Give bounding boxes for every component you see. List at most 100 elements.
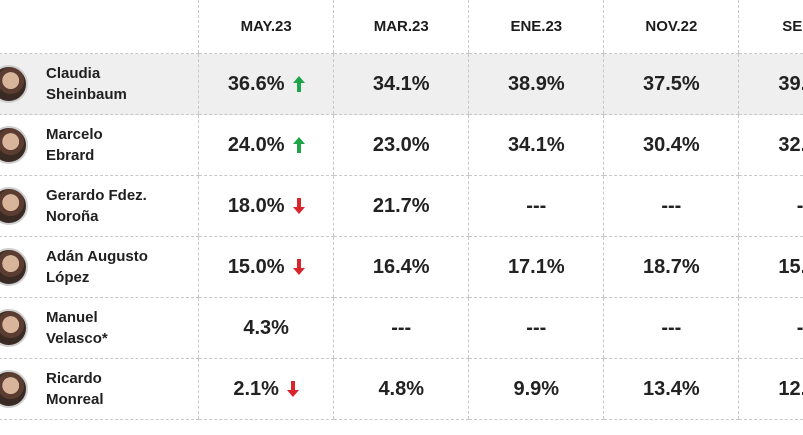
poll-value: 18.0%	[227, 194, 285, 217]
candidate-cell: Claudia Sheinbaum	[0, 53, 199, 115]
value-cell-nov-22: 37.5%	[603, 53, 739, 115]
table-row-marcelo-ebrard: Marcelo Ebrard 24.0% 23.0% 34.1% 30.4% 32.6%	[0, 114, 803, 176]
value-cell-may-23: 4.3%	[198, 297, 334, 359]
poll-value: 34.1%	[507, 133, 565, 156]
poll-value: 39.3%	[778, 72, 803, 95]
value-cell-may-23: 24.0%	[198, 114, 334, 176]
poll-value: 4.8%	[378, 377, 425, 400]
poll-value: 32.6%	[778, 133, 803, 156]
candidate-name: Manuel Velasco*	[46, 307, 186, 349]
candidate-wrap: Manuel Velasco*	[0, 298, 198, 358]
value-cell-nov-22: 13.4%	[603, 358, 739, 420]
avatar	[0, 126, 28, 164]
value-wrap: ---	[661, 195, 681, 218]
table-row-manuel-velasco: Manuel Velasco* 4.3% --- --- --- ---	[0, 297, 803, 359]
candidate-wrap: Claudia Sheinbaum	[0, 54, 198, 114]
poll-value: 37.5%	[643, 72, 700, 95]
avatar	[0, 187, 28, 225]
value-wrap: 23.0%	[373, 134, 430, 157]
header-row: MAY.23 MAR.23 ENE.23 NOV.22 SEP.22	[0, 0, 803, 54]
value-wrap: ---	[797, 195, 803, 218]
value-wrap: 18.0%	[228, 195, 305, 218]
poll-table-body: Claudia Sheinbaum 36.6% 34.1% 38.9% 37.5% 39.3…	[0, 53, 803, 420]
candidate-name: Marcelo Ebrard	[46, 124, 186, 166]
value-cell-sep-22: 15.5%	[738, 236, 803, 298]
candidate-cell: Adán Augusto López	[0, 236, 199, 298]
value-wrap: 15.5%	[778, 256, 803, 279]
value-wrap: 21.7%	[373, 195, 430, 218]
value-cell-ene-23: ---	[468, 297, 604, 359]
candidate-name-line1: Marcelo	[46, 126, 103, 143]
value-cell-ene-23: ---	[468, 175, 604, 237]
avatar	[0, 65, 28, 103]
candidate-cell: Gerardo Fdez. Noroña	[0, 175, 199, 237]
value-cell-ene-23: 34.1%	[468, 114, 604, 176]
trend-down-arrow-icon	[292, 259, 305, 275]
poll-value: 9.9%	[513, 377, 560, 400]
value-cell-sep-22: 39.3%	[738, 53, 803, 115]
value-wrap: 12.6%	[778, 378, 803, 401]
no-data-value: ---	[661, 316, 682, 339]
candidate-wrap: Gerardo Fdez. Noroña	[0, 176, 198, 236]
arrow-shape-5	[286, 381, 299, 397]
value-cell-sep-22: 32.6%	[738, 114, 803, 176]
poll-value: 2.1%	[233, 377, 279, 400]
poll-value: 13.4%	[643, 377, 700, 400]
candidate-cell: Manuel Velasco*	[0, 297, 199, 359]
value-wrap: 4.8%	[378, 378, 424, 401]
table-row-ricardo-monreal: Ricardo Monreal 2.1% 4.8% 9.9% 13.4% 12.6%	[0, 358, 803, 420]
column-header-nov22: NOV.22	[603, 0, 739, 54]
value-cell-ene-23: 17.1%	[468, 236, 604, 298]
no-data-value: ---	[796, 194, 803, 217]
candidate-name: Ricardo Monreal	[46, 368, 186, 410]
value-wrap: ---	[526, 317, 546, 340]
header-blank-cell	[0, 0, 199, 54]
value-wrap: 37.5%	[643, 73, 700, 96]
table-row-claudia-sheinbaum: Claudia Sheinbaum 36.6% 34.1% 38.9% 37.5% 39.3…	[0, 53, 803, 115]
value-wrap: ---	[797, 317, 803, 340]
poll-value: 17.1%	[507, 255, 565, 278]
candidate-wrap: Adán Augusto López	[0, 237, 198, 297]
arrow-shape-2	[292, 198, 305, 214]
value-wrap: 17.1%	[508, 256, 565, 279]
value-wrap: ---	[391, 317, 411, 340]
value-cell-sep-22: ---	[738, 297, 803, 359]
trend-down-arrow-icon	[292, 198, 305, 214]
arrow-shape-1	[292, 137, 305, 153]
candidate-name-line2: Sheinbaum	[46, 86, 127, 103]
poll-value: 30.4%	[643, 133, 700, 156]
poll-value: 23.0%	[372, 133, 430, 156]
poll-value: 16.4%	[372, 255, 430, 278]
candidate-wrap: Marcelo Ebrard	[0, 115, 198, 175]
candidate-name-line1: Claudia	[46, 65, 101, 82]
poll-value: 15.0%	[227, 255, 285, 278]
poll-value: 24.0%	[227, 133, 285, 156]
value-cell-may-23: 18.0%	[198, 175, 334, 237]
value-wrap: 30.4%	[643, 134, 700, 157]
column-header-mar23: MAR.23	[333, 0, 469, 54]
candidate-name: Claudia Sheinbaum	[46, 63, 186, 105]
poll-value: 36.6%	[227, 72, 285, 95]
candidate-name-line2: Velasco*	[46, 330, 108, 347]
avatar	[0, 309, 28, 347]
candidate-cell: Marcelo Ebrard	[0, 114, 199, 176]
no-data-value: ---	[526, 316, 547, 339]
table-row-adan-augusto-lopez: Adán Augusto López 15.0% 16.4% 17.1% 18.7% 15.…	[0, 236, 803, 298]
poll-table: MAY.23 MAR.23 ENE.23 NOV.22 SEP.22 Claud…	[0, 0, 803, 420]
value-wrap: 34.1%	[373, 73, 430, 96]
trend-down-arrow-icon	[286, 381, 299, 397]
avatar	[0, 248, 28, 286]
value-wrap: 38.9%	[508, 73, 565, 96]
value-cell-mar-23: 21.7%	[333, 175, 469, 237]
candidate-name-line2: López	[46, 269, 90, 286]
column-header-ene23: ENE.23	[468, 0, 604, 54]
column-header-sep22: SEP.22	[738, 0, 803, 54]
value-wrap: 34.1%	[508, 134, 565, 157]
candidate-name-line2: Ebrard	[46, 147, 95, 164]
candidate-name-line2: Noroña	[46, 208, 99, 225]
no-data-value: ---	[391, 316, 412, 339]
value-cell-may-23: 15.0%	[198, 236, 334, 298]
value-wrap: 9.9%	[514, 378, 560, 401]
candidate-name-line1: Ricardo	[46, 370, 102, 387]
value-cell-may-23: 2.1%	[198, 358, 334, 420]
